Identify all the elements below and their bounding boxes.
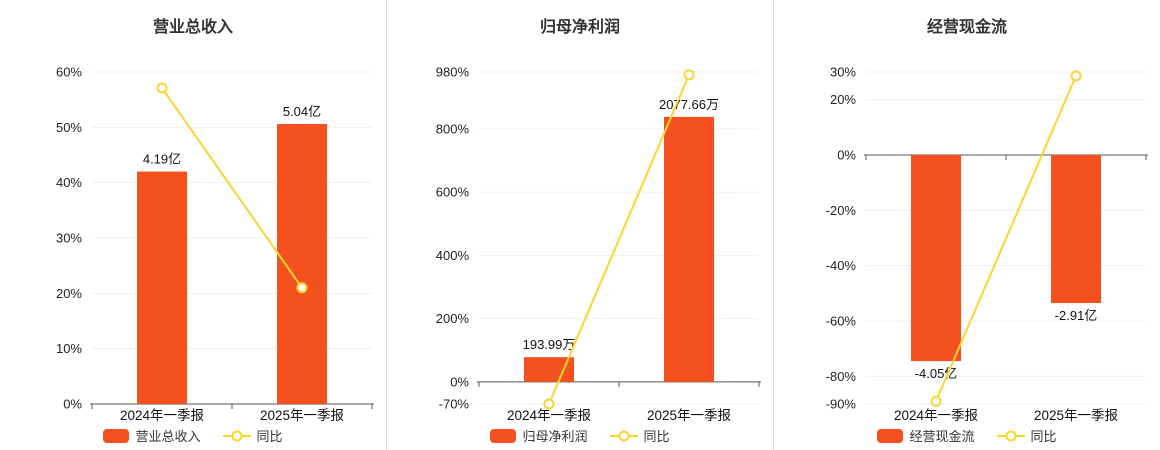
legend-label: 经营现金流: [909, 429, 975, 444]
chart-legend: 经营现金流 同比: [774, 426, 1160, 445]
legend-item-line[interactable]: 同比: [609, 426, 670, 445]
y-axis-tick-label: 20%: [830, 92, 856, 107]
y-axis-tick-label: -40%: [826, 258, 857, 273]
revenue-chart-canvas: 0% 10% 20% 30% 40% 50% 60% 4.19亿 5.04亿 2024年一季报 20…: [56, 65, 374, 423]
yoy-line-marker[interactable]: [296, 282, 308, 294]
chart-panel-cash-flow: -90% -80% -60% -40% -20% 0% 20% 30% -4.05亿 -2.91亿…: [773, 0, 1160, 450]
legend-label: 营业总收入: [135, 429, 201, 444]
legend-item-bar[interactable]: 营业总收入: [103, 426, 201, 445]
y-axis-tick-label: 40%: [56, 175, 82, 190]
chart-title: 营业总收入: [152, 19, 233, 36]
x-axis-category-label: 2025年一季报: [260, 408, 344, 423]
y-axis-tick-label: 0%: [450, 374, 469, 389]
y-axis-tick-label: -80%: [826, 369, 857, 384]
y-axis-tick-label: 980%: [436, 65, 470, 80]
y-axis-tick-label: 0%: [837, 148, 856, 163]
legend-label: 同比: [643, 429, 670, 444]
bar-value-label: -2.91亿: [1055, 308, 1098, 323]
y-axis-tick-label: -70%: [439, 397, 470, 412]
chart-panel-net-profit: -70% 0% 200% 400% 600% 800% 980% 193.99万 2077.66…: [386, 0, 773, 450]
x-axis-category-label: 2024年一季报: [120, 408, 204, 423]
yoy-line-marker[interactable]: [543, 398, 555, 410]
y-axis-tick-label: 0%: [63, 397, 82, 412]
yoy-line[interactable]: [935, 75, 1077, 402]
bar-legend-icon: [103, 428, 130, 443]
bar-value-label: 193.99万: [523, 337, 576, 352]
cash-flow-chart-canvas: -90%-80%-60%-40%-20%0%20%30%-4.05亿-2.91亿…: [826, 65, 1148, 423]
yoy-line-marker[interactable]: [930, 395, 942, 407]
y-axis-tick-label: 800%: [436, 121, 470, 136]
legend-item-line[interactable]: 同比: [222, 426, 283, 445]
legend-item-bar[interactable]: 经营现金流: [877, 426, 975, 445]
x-axis-category-label: 2025年一季报: [1034, 408, 1118, 423]
yoy-line-marker[interactable]: [1070, 70, 1082, 82]
line-marker-icon: [1005, 430, 1016, 441]
yoy-line[interactable]: [548, 74, 690, 405]
bar-value-label: 2077.66万: [659, 97, 719, 112]
yoy-line[interactable]: [161, 87, 303, 289]
line-legend-icon: [222, 430, 251, 441]
line-marker-icon: [231, 430, 242, 441]
chart-legend: 归母净利润 同比: [387, 426, 773, 445]
bar-legend-icon: [490, 428, 517, 443]
line-legend-icon: [609, 430, 638, 441]
chart-legend: 营业总收入 同比: [0, 426, 386, 445]
legend-item-bar[interactable]: 归母净利润: [490, 426, 588, 445]
legend-label: 同比: [256, 429, 283, 444]
net-profit-chart-canvas: -70% 0% 200% 400% 600% 800% 980% 193.99万 2077.66…: [436, 65, 761, 423]
bar-legend-icon: [877, 428, 904, 443]
x-axis-category-label: 2024年一季报: [894, 408, 978, 423]
y-axis-tick-label: 200%: [436, 311, 470, 326]
bar-2024年一季报[interactable]: [524, 357, 574, 382]
bar-2024年一季报[interactable]: [137, 171, 187, 404]
line-marker-icon: [618, 430, 629, 441]
y-axis-tick-label: 60%: [56, 65, 82, 80]
legend-label: 同比: [1030, 429, 1057, 444]
y-axis-tick-label: 30%: [830, 65, 856, 80]
yoy-line-marker[interactable]: [683, 69, 695, 81]
legend-item-line[interactable]: 同比: [996, 426, 1057, 445]
legend-label: 归母净利润: [522, 429, 588, 444]
yoy-line-marker[interactable]: [156, 82, 168, 94]
y-axis-tick-label: 10%: [56, 341, 82, 356]
y-axis-tick-label: -90%: [826, 397, 857, 412]
y-axis-tick-label: 600%: [436, 185, 470, 200]
x-axis-category-label: 2025年一季报: [647, 408, 731, 423]
chart-title: 经营现金流: [926, 19, 1007, 36]
bar-value-label: 5.04亿: [283, 104, 321, 119]
bar-value-label: 4.19亿: [143, 152, 181, 167]
chart-title: 归母净利润: [539, 19, 620, 36]
y-axis-tick-label: 50%: [56, 120, 82, 135]
y-axis-tick-label: 30%: [56, 231, 82, 246]
x-axis-category-label: 2024年一季报: [507, 408, 591, 423]
line-legend-icon: [996, 430, 1025, 441]
y-axis-tick-label: -20%: [826, 203, 857, 218]
y-axis-tick-label: 20%: [56, 286, 82, 301]
y-axis-tick-label: -60%: [826, 314, 857, 329]
chart-panel-revenue: 0% 10% 20% 30% 40% 50% 60% 4.19亿 5.04亿 2024年一季报 20…: [0, 0, 386, 450]
y-axis-tick-label: 400%: [436, 248, 470, 263]
bar-2025年一季报[interactable]: [1051, 155, 1101, 304]
bar-2024年一季报[interactable]: [911, 155, 961, 362]
bar-2025年一季报[interactable]: [664, 116, 714, 382]
